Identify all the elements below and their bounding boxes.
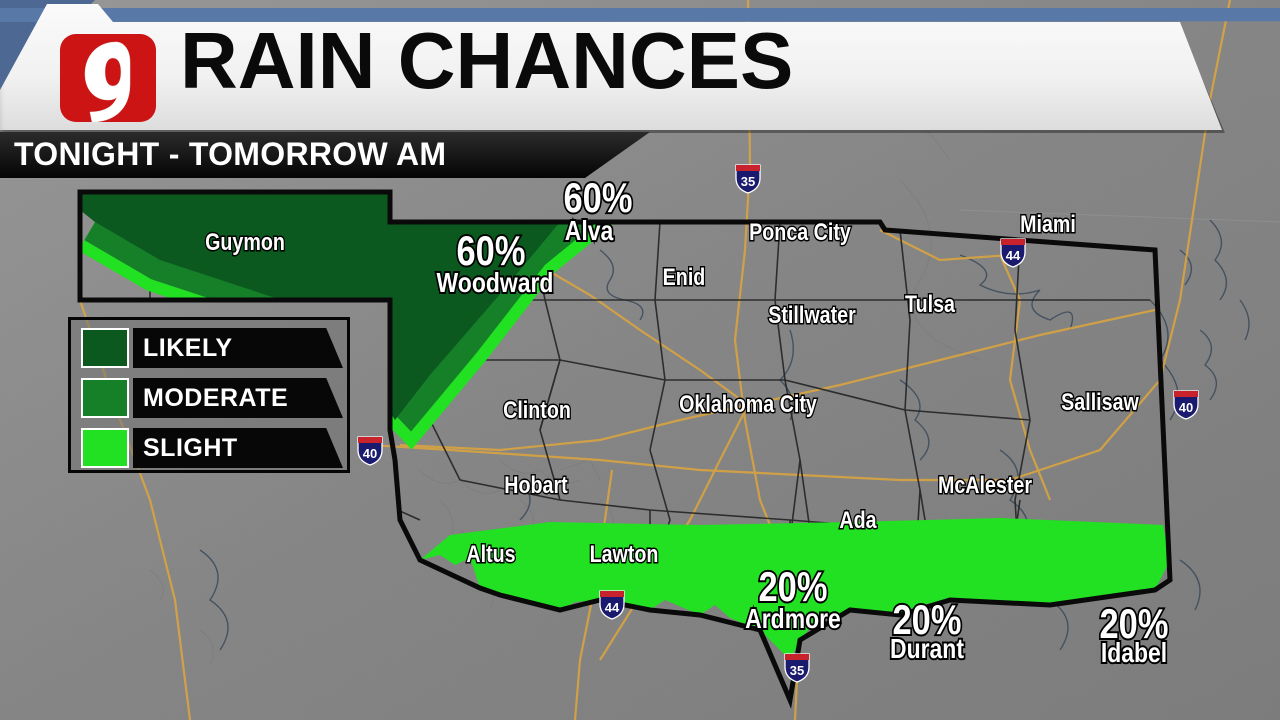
svg-text:Enid: Enid bbox=[663, 263, 706, 290]
svg-text:Ponca City: Ponca City bbox=[749, 218, 851, 245]
svg-text:Clinton: Clinton bbox=[503, 396, 571, 423]
svg-text:Ardmore: Ardmore bbox=[745, 604, 841, 635]
svg-text:Miami: Miami bbox=[1020, 210, 1076, 237]
svg-text:Ada: Ada bbox=[839, 506, 877, 533]
svg-text:Lawton: Lawton bbox=[590, 540, 659, 567]
svg-text:Durant: Durant bbox=[890, 634, 964, 665]
svg-text:Guymon: Guymon bbox=[205, 228, 285, 255]
svg-text:McAlester: McAlester bbox=[938, 471, 1032, 498]
svg-text:44: 44 bbox=[1006, 248, 1021, 263]
svg-text:40: 40 bbox=[363, 446, 377, 461]
svg-text:Idabel: Idabel bbox=[1101, 638, 1167, 669]
svg-text:Hobart: Hobart bbox=[504, 471, 568, 498]
svg-text:Altus: Altus bbox=[466, 540, 515, 567]
svg-text:35: 35 bbox=[790, 663, 804, 678]
svg-text:Stillwater: Stillwater bbox=[768, 301, 856, 328]
svg-text:Tulsa: Tulsa bbox=[905, 290, 956, 317]
svg-text:Oklahoma City: Oklahoma City bbox=[679, 390, 817, 417]
svg-text:44: 44 bbox=[605, 600, 620, 615]
svg-text:Sallisaw: Sallisaw bbox=[1061, 388, 1139, 415]
svg-text:60%: 60% bbox=[564, 175, 633, 222]
svg-text:Alva: Alva bbox=[565, 216, 614, 247]
svg-text:Woodward: Woodward bbox=[437, 268, 554, 299]
svg-text:40: 40 bbox=[1179, 400, 1193, 415]
svg-text:35: 35 bbox=[741, 174, 755, 189]
